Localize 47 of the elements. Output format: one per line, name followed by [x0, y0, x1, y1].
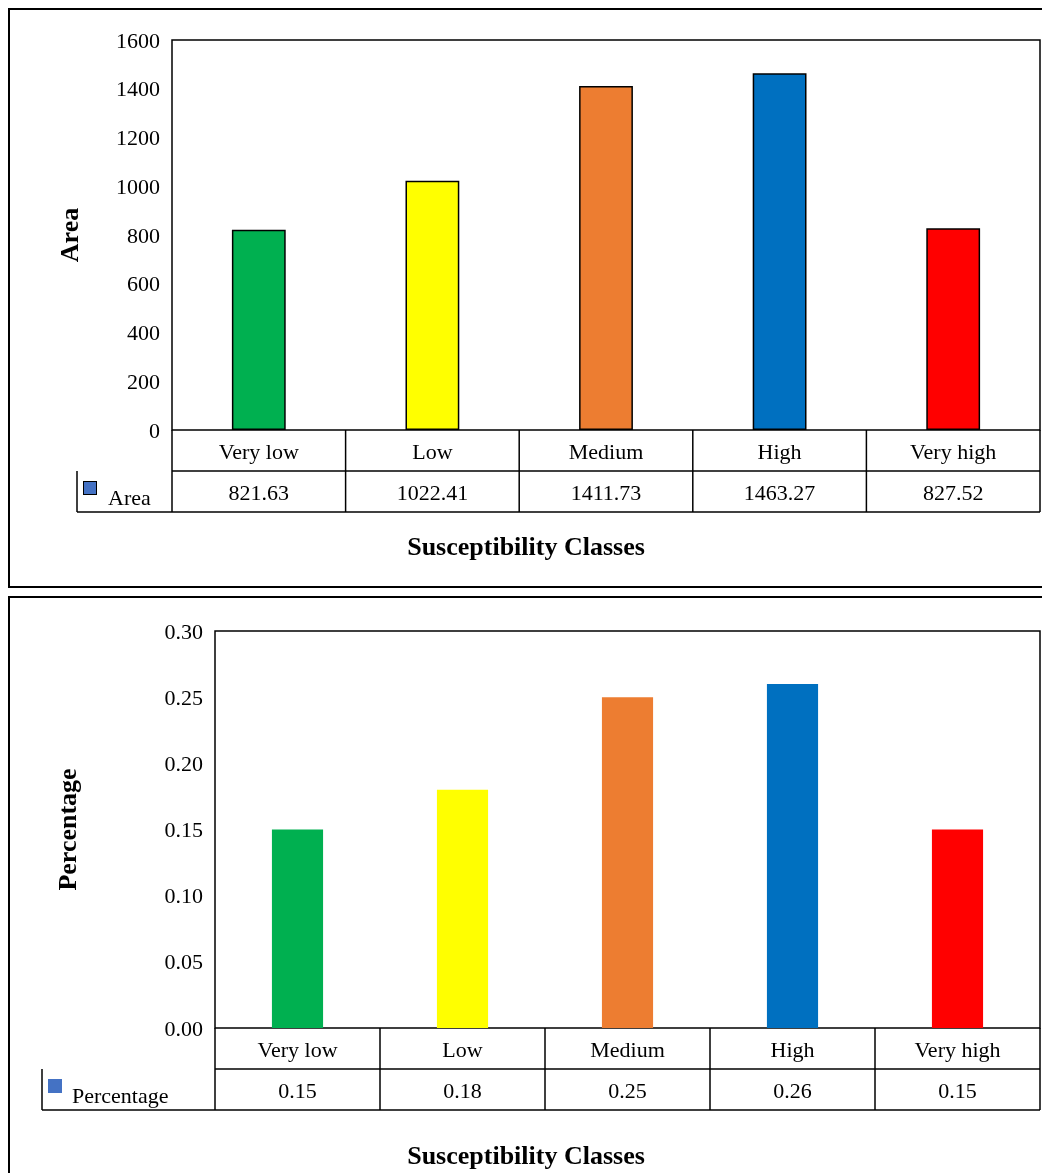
data-label: 1463.27: [743, 479, 816, 505]
text: Area: [108, 484, 151, 510]
y-tick-label: 0.10: [164, 883, 203, 909]
data-label: 0.25: [608, 1077, 647, 1103]
text: Percentage: [72, 1082, 169, 1108]
y-tick-label: 0.05: [164, 949, 203, 975]
data-label: 827.52: [922, 479, 984, 505]
bar: [766, 683, 819, 1028]
y-axis-title: Percentage: [52, 768, 82, 891]
x-tick-label: Very high: [914, 1036, 1001, 1062]
y-tick-label: 600: [127, 271, 160, 297]
y-tick-label: 1200: [116, 125, 160, 150]
data-label: 821.63: [228, 479, 290, 505]
y-tick-label: 1600: [116, 27, 160, 53]
y-tick-label: 0.25: [164, 684, 203, 710]
x-axis-title: Susceptibility Classes: [407, 531, 645, 561]
x-tick-label: Very high: [910, 438, 997, 464]
x-tick-label: High: [757, 438, 802, 464]
data-label: 0.26: [773, 1077, 812, 1103]
data-label: 0.15: [938, 1077, 977, 1103]
y-axis-title: Area: [54, 207, 84, 263]
y-tick-label: 1400: [116, 76, 160, 102]
x-axis-title: Susceptibility Classes: [407, 1140, 645, 1170]
bar: [601, 697, 654, 1028]
x-tick-label: Low: [442, 1036, 483, 1062]
x-tick-label: Low: [412, 438, 453, 464]
y-tick-label: 200: [127, 368, 160, 394]
x-tick-label: Medium: [590, 1036, 665, 1062]
bar: [271, 829, 324, 1028]
y-tick-label: 0.15: [164, 817, 203, 842]
data-label: 1411.73: [570, 479, 642, 505]
x-tick-label: Very low: [257, 1036, 338, 1062]
bar: [436, 789, 489, 1028]
data-label: 1022.41: [396, 479, 469, 505]
y-tick-label: 0.00: [164, 1015, 203, 1041]
x-tick-label: Medium: [568, 438, 644, 464]
bar: [931, 829, 984, 1028]
y-tick-label: 0.30: [164, 618, 203, 644]
y-tick-label: 400: [127, 320, 160, 345]
y-tick-label: 800: [127, 222, 160, 248]
x-tick-label: Very low: [218, 438, 299, 464]
y-tick-label: 1000: [116, 173, 160, 199]
y-tick-label: 0.20: [164, 750, 203, 776]
data-label: 0.18: [443, 1077, 482, 1103]
x-tick-label: High: [770, 1036, 815, 1062]
data-label: 0.15: [278, 1077, 317, 1103]
y-tick-label: 0: [149, 417, 160, 443]
